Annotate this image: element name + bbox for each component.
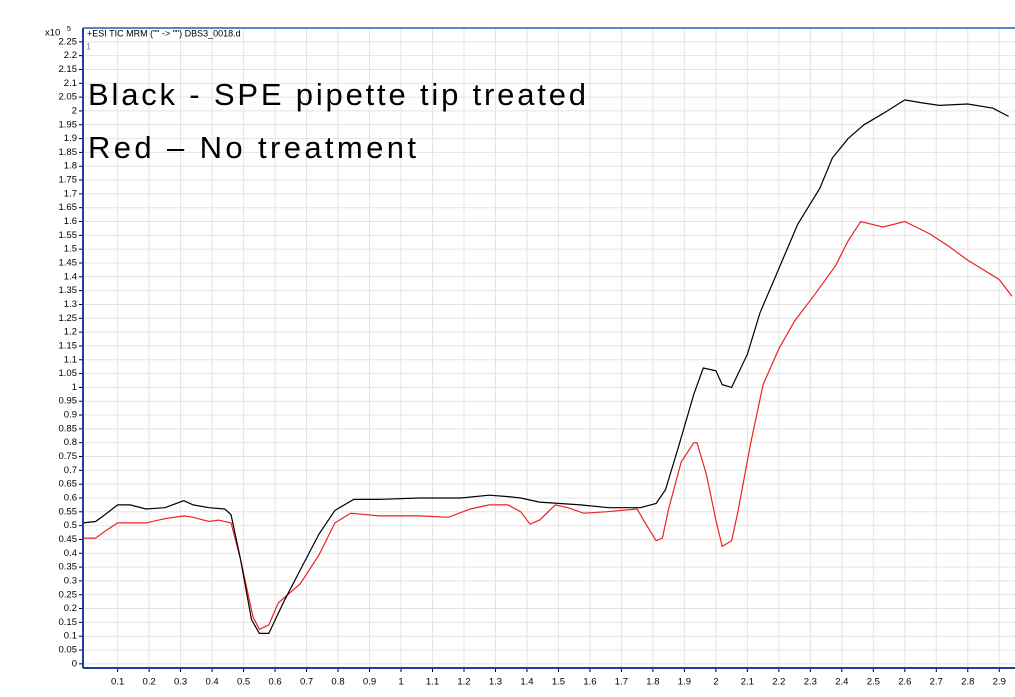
y-tick-label: 0.15 (59, 617, 78, 628)
x-tick-label: 1.2 (457, 677, 470, 688)
y-tick-label: 1.1 (64, 354, 77, 365)
y-tick-label: 0.75 (59, 451, 78, 462)
y-tick-label: 1.2 (64, 327, 77, 338)
x-tick-label: 2.2 (772, 677, 785, 688)
annotation: Black - SPE pipette tip treated (88, 77, 586, 112)
x-tick-label: 1.7 (615, 677, 628, 688)
y-tick-label: 1.4 (64, 271, 77, 282)
y-tick-label: 1.45 (59, 258, 78, 269)
y-tick-label: 1.55 (59, 230, 78, 241)
y-tick-label: 2.25 (59, 36, 78, 47)
y-tick-label: 2.2 (64, 50, 77, 61)
y-tick-label: 2 (72, 105, 77, 116)
y-tick-label: 1.05 (59, 368, 78, 379)
y-tick-label: 1.7 (64, 188, 77, 199)
y-tick-label: 0.05 (59, 645, 78, 656)
x-tick-label: 1.8 (646, 677, 659, 688)
y-tick-label: 0.9 (64, 410, 77, 421)
x-tick-label: 2.9 (993, 677, 1006, 688)
y-tick-label: 0.5 (64, 520, 77, 531)
y-tick-label: 0.6 (64, 492, 77, 503)
y-tick-label: 0.4 (64, 548, 77, 559)
y-tick-label: 0.85 (59, 423, 78, 434)
y-tick-label: 0.45 (59, 534, 78, 545)
annotation: Red – No treatment (88, 130, 416, 165)
x-tick-label: 0.8 (331, 677, 344, 688)
y-tick-label: 0.8 (64, 437, 77, 448)
x-tick-label: 0.4 (205, 677, 218, 688)
y-tick-label: 0 (72, 658, 77, 669)
y-tick-label: 1.15 (59, 340, 78, 351)
x-tick-label: 2.7 (930, 677, 943, 688)
x-tick-label: 1.9 (678, 677, 691, 688)
x-tick-label: 0.6 (268, 677, 281, 688)
y-tick-label: 1.25 (59, 313, 78, 324)
y-tick-label: 0.2 (64, 603, 77, 614)
x-tick-label: 2.8 (961, 677, 974, 688)
y-tick-label: 2.05 (59, 92, 78, 103)
y-tick-label: 1.35 (59, 285, 78, 296)
x-tick-label: 1.4 (520, 677, 533, 688)
x-tick-label: 1.5 (552, 677, 565, 688)
y-tick-label: 0.55 (59, 506, 78, 517)
y-tick-label: 1.85 (59, 147, 78, 158)
x-tick-label: 2.6 (898, 677, 911, 688)
y-tick-label: 0.65 (59, 479, 78, 490)
x-tick-label: 0.3 (174, 677, 187, 688)
x-tick-label: 2 (713, 677, 718, 688)
y-tick-label: 1.3 (64, 299, 77, 310)
y-tick-label: 1.95 (59, 119, 78, 130)
x-tick-label: 0.1 (111, 677, 124, 688)
y-tick-label: 1 (72, 382, 77, 393)
x-tick-label: 2.4 (835, 677, 848, 688)
y-tick-label: 1.6 (64, 216, 77, 227)
x-tick-label: 0.5 (237, 677, 250, 688)
y-tick-label: 1.8 (64, 161, 77, 172)
y-tick-label: 2.15 (59, 64, 78, 75)
chart-title: +ESI TIC MRM ("" -> "") DBS3_0018.d (87, 28, 241, 38)
y-tick-label: 0.35 (59, 562, 78, 573)
y-tick-label: 1.75 (59, 175, 78, 186)
y-multiplier: x10 (45, 28, 60, 39)
panel-label: 1 (86, 41, 91, 51)
y-tick-label: 1.65 (59, 202, 78, 213)
y-tick-label: 0.95 (59, 396, 78, 407)
y-tick-label: 0.25 (59, 589, 78, 600)
x-tick-label: 1 (398, 677, 403, 688)
x-tick-label: 1.1 (426, 677, 439, 688)
x-tick-label: 1.6 (583, 677, 596, 688)
x-tick-label: 2.3 (804, 677, 817, 688)
y-tick-label: 1.5 (64, 244, 77, 255)
y-tick-label: 2.1 (64, 78, 77, 89)
y-multiplier-exp: 5 (67, 26, 71, 33)
y-tick-label: 0.3 (64, 575, 77, 586)
x-tick-label: 2.1 (741, 677, 754, 688)
x-tick-label: 1.3 (489, 677, 502, 688)
y-tick-label: 0.1 (64, 631, 77, 642)
y-tick-label: 0.7 (64, 465, 77, 476)
x-tick-label: 0.2 (143, 677, 156, 688)
y-tick-label: 1.9 (64, 133, 77, 144)
x-tick-label: 2.5 (867, 677, 880, 688)
x-tick-label: 0.7 (300, 677, 313, 688)
x-tick-label: 0.9 (363, 677, 376, 688)
